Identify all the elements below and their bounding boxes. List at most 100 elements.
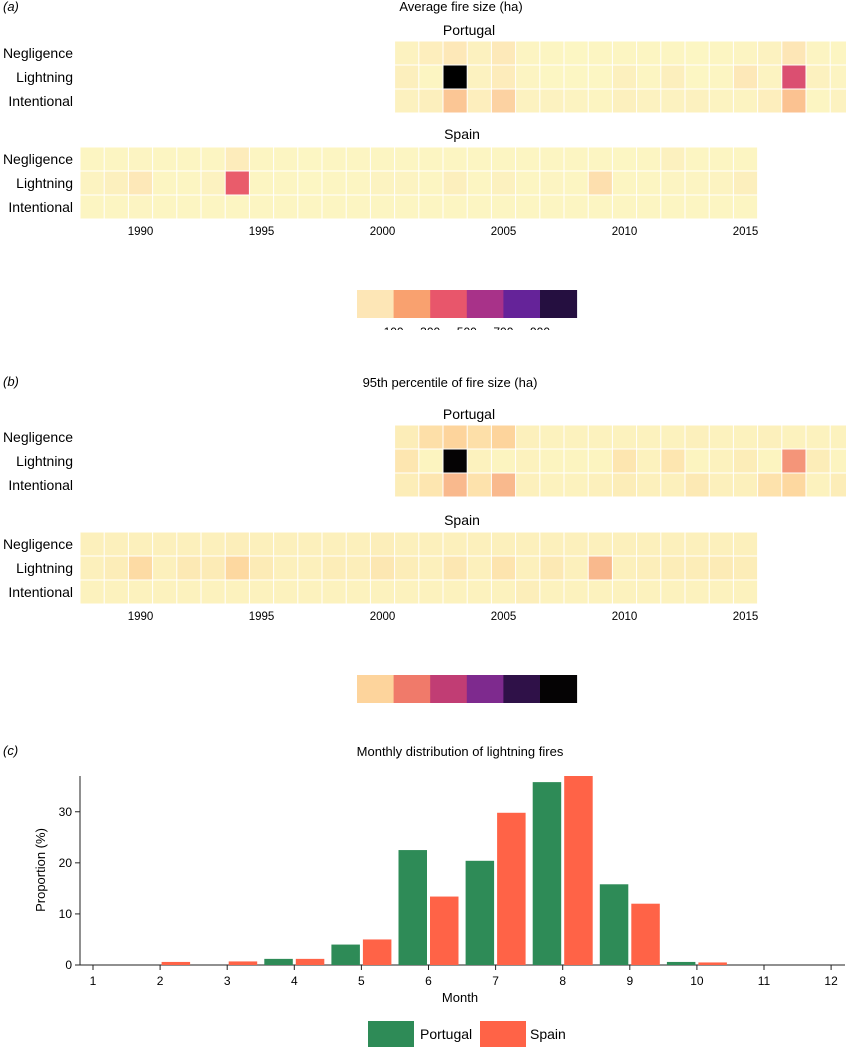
heatmap-cell xyxy=(419,65,443,89)
heatmap-cell xyxy=(516,65,540,89)
heatmap-cell xyxy=(177,147,201,171)
heatmap-cell xyxy=(588,556,612,580)
heatmap-cell xyxy=(709,580,733,604)
heatmap-cell xyxy=(612,147,637,171)
heatmap-cell xyxy=(153,556,177,580)
bar-portugal xyxy=(398,850,427,965)
row-label-intentional: Intentional xyxy=(8,477,73,493)
heatmap-cell xyxy=(830,65,846,89)
heatmap-cell xyxy=(782,65,806,89)
heatmap-cell xyxy=(225,532,249,556)
heatmap-cell xyxy=(588,195,612,219)
x-tick-label: 1990 xyxy=(128,226,154,238)
heatmap-cell xyxy=(298,195,322,219)
heatmap-cell xyxy=(782,473,806,497)
panel-b: (b) 95th percentile of fire size (ha) Po… xyxy=(3,375,846,703)
heatmap-cell xyxy=(80,580,104,604)
heatmap-cell xyxy=(612,171,637,195)
heatmap-cell xyxy=(758,41,782,65)
heatmap-cell xyxy=(637,532,661,556)
panel-b-title: 95th percentile of fire size (ha) xyxy=(363,375,538,390)
panel-b-letter: (b) xyxy=(3,375,19,389)
heatmap-cell xyxy=(491,556,516,580)
legend-swatch-portugal xyxy=(368,1021,414,1047)
heatmap-cell xyxy=(225,580,249,604)
heatmap-cell xyxy=(395,580,419,604)
x-tick-label: 2005 xyxy=(491,611,517,623)
heatmap-cell xyxy=(370,532,395,556)
heatmap-cell xyxy=(128,532,153,556)
x-tick-label: 2015 xyxy=(733,226,759,238)
heatmap-cell xyxy=(588,580,612,604)
heatmap-cell xyxy=(395,556,419,580)
heatmap-cell xyxy=(685,41,709,65)
heatmap-cell xyxy=(516,473,540,497)
row-label-intentional: Intentional xyxy=(8,584,73,600)
heatmap-cell xyxy=(806,449,830,473)
heatmap-cell xyxy=(685,473,709,497)
heatmap-cell xyxy=(225,147,249,171)
heatmap-cell xyxy=(80,556,104,580)
heatmap-cell xyxy=(612,580,637,604)
heatmap-cell xyxy=(491,195,516,219)
heatmap-cell xyxy=(80,195,104,219)
heatmap-cell xyxy=(782,425,806,449)
colorbar-swatch xyxy=(503,675,541,703)
heatmap-cell xyxy=(419,195,443,219)
heatmap-cell xyxy=(177,195,201,219)
heatmap-cell xyxy=(637,89,661,113)
heatmap-cell xyxy=(274,171,298,195)
heatmap-cell xyxy=(443,171,467,195)
row-label-negligence: Negligence xyxy=(3,429,73,445)
heatmap-cell xyxy=(346,171,370,195)
heatmap-cell xyxy=(491,41,516,65)
heatmap-cell xyxy=(491,65,516,89)
panel-a-portugal-heatmap: Negligence Lightning Intentional xyxy=(3,41,846,113)
heatmap-cell xyxy=(540,580,564,604)
x-axis-label: Month xyxy=(442,990,478,1005)
heatmap-cell xyxy=(540,65,564,89)
heatmap-cell xyxy=(540,425,564,449)
colorbar-swatch xyxy=(357,290,395,318)
heatmap-cell xyxy=(830,89,846,113)
heatmap-cell xyxy=(782,41,806,65)
heatmap-cell xyxy=(249,556,274,580)
colorbar-swatch xyxy=(430,290,468,318)
heatmap-cell xyxy=(467,473,491,497)
heatmap-cell xyxy=(153,195,177,219)
heatmap-cell xyxy=(685,425,709,449)
heatmap-cell xyxy=(153,171,177,195)
heatmap-cell xyxy=(80,147,104,171)
heatmap-cell xyxy=(637,556,661,580)
heatmap-cell xyxy=(564,425,588,449)
heatmap-cell xyxy=(806,425,830,449)
heatmap-cell xyxy=(104,556,128,580)
heatmap-cell xyxy=(685,580,709,604)
heatmap-cell xyxy=(395,449,419,473)
heatmap-cell xyxy=(661,89,685,113)
heatmap-cell xyxy=(564,449,588,473)
colorbar-swatch xyxy=(503,290,541,318)
heatmap-cell xyxy=(249,532,274,556)
heatmap-cell xyxy=(516,556,540,580)
heatmap-cell xyxy=(516,195,540,219)
legend-label-spain: Spain xyxy=(530,1026,566,1042)
heatmap-cell xyxy=(419,147,443,171)
heatmap-cell xyxy=(612,532,637,556)
panel-a-title: Average fire size (ha) xyxy=(399,0,522,14)
x-tick-label: 1995 xyxy=(249,226,275,238)
heatmap-cell xyxy=(612,473,637,497)
heatmap-cell xyxy=(685,532,709,556)
heatmap-cell xyxy=(177,532,201,556)
heatmap-cell xyxy=(830,449,846,473)
heatmap-cell xyxy=(467,425,491,449)
x-tick-label: 1990 xyxy=(128,611,154,623)
heatmap-cell xyxy=(709,171,733,195)
heatmap-cell xyxy=(370,556,395,580)
heatmap-cell xyxy=(564,89,588,113)
heatmap-cell xyxy=(467,532,491,556)
heatmap-cell xyxy=(419,89,443,113)
heatmap-cell xyxy=(612,65,637,89)
y-tick-label: 20 xyxy=(59,856,73,870)
heatmap-cell xyxy=(370,147,395,171)
